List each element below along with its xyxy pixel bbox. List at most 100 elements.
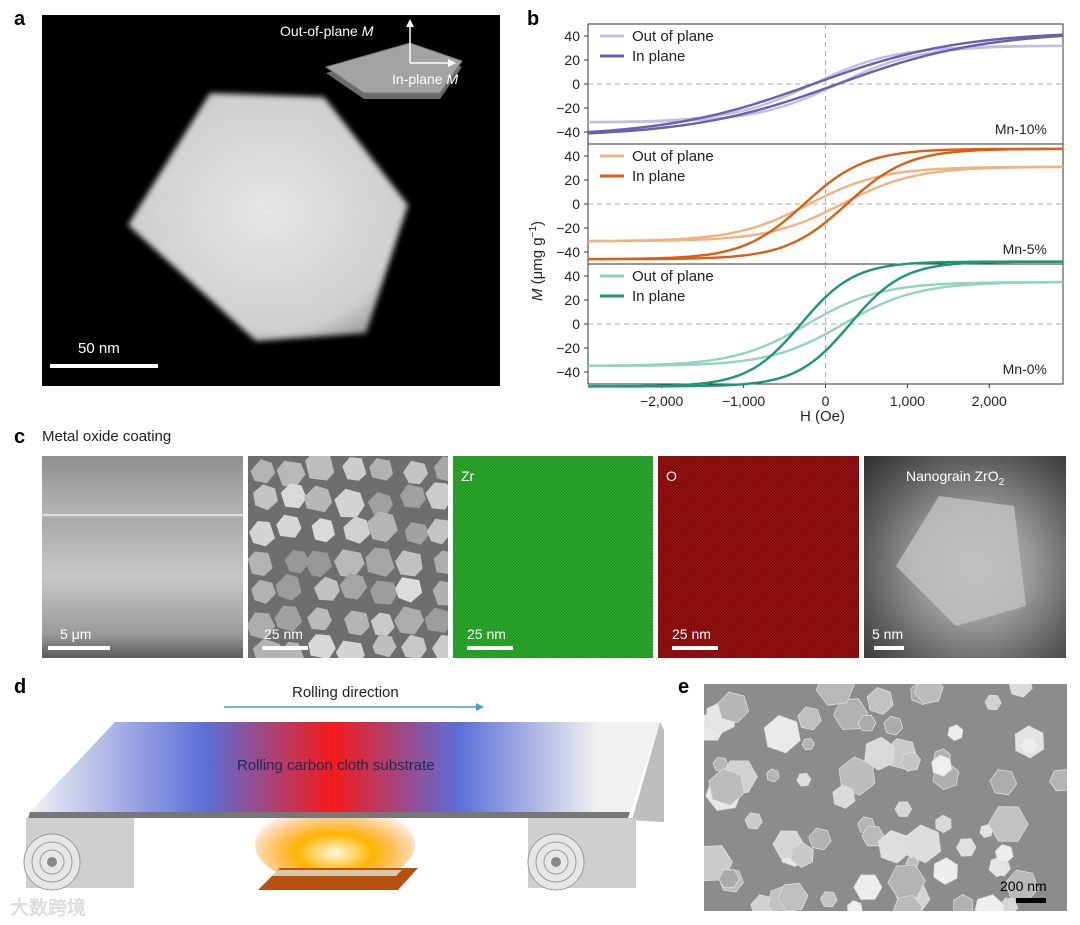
hexagon-platelet xyxy=(744,812,763,830)
grain xyxy=(425,482,448,510)
hexagon-platelet xyxy=(883,715,904,736)
y-tick-label: −20 xyxy=(556,100,580,116)
sem-grain-image: 25 nm xyxy=(248,456,448,658)
hexagon-platelet xyxy=(988,806,1029,842)
scale-bar xyxy=(467,646,513,650)
y-tick-label: 20 xyxy=(564,52,580,68)
y-tick-label: −20 xyxy=(556,220,580,236)
scale-bar xyxy=(1016,898,1046,903)
grain xyxy=(424,607,448,633)
grain xyxy=(395,577,423,603)
hexagon-platelet xyxy=(717,691,749,724)
watermark: 大数跨境 xyxy=(10,898,87,919)
hexagon-platelet xyxy=(994,844,1014,864)
y-tick-label: 0 xyxy=(572,316,580,332)
grain xyxy=(342,457,367,481)
hexagon-platelet xyxy=(877,829,911,864)
grain xyxy=(344,610,370,636)
hexagon-platelet xyxy=(947,724,964,741)
grain xyxy=(365,547,395,577)
scale-label: 25 nm xyxy=(672,626,711,642)
hexagon-platelet xyxy=(933,857,958,885)
grain xyxy=(339,573,368,600)
grain xyxy=(394,606,425,635)
hexagon-platelet xyxy=(808,827,832,851)
sem-hexagon-platelets-image: 200 nm xyxy=(704,684,1067,911)
grain xyxy=(399,484,426,508)
hexagon-platelet xyxy=(866,687,894,715)
grain xyxy=(250,459,276,484)
hexagon-platelet xyxy=(935,814,952,834)
y-axis-label: M (μmg g−1) xyxy=(528,220,546,302)
legend-label: Out of plane xyxy=(632,268,714,285)
grain xyxy=(403,460,429,485)
zr-label: Zr xyxy=(461,468,475,484)
hexagon-platelet xyxy=(1008,684,1033,698)
right-roller xyxy=(527,818,636,891)
grain xyxy=(253,484,278,511)
grain xyxy=(251,579,276,604)
subplot-1: −40 −20 0 20 40 Out of plane In plane Mn-5% xyxy=(556,143,1064,265)
o-map-image: O 25 nm xyxy=(658,456,859,658)
x-axis-label: H (Oe) xyxy=(800,408,845,425)
grain xyxy=(311,518,335,543)
panel-e-letter: e xyxy=(678,676,690,698)
hexagon-platelet xyxy=(900,751,922,772)
hexagon-platelet xyxy=(955,838,977,857)
legend-label: In plane xyxy=(632,48,685,65)
hexagon-platelet xyxy=(853,874,883,900)
y-tick-label: −40 xyxy=(556,124,580,140)
legend-label: In plane xyxy=(632,168,685,185)
grain xyxy=(401,634,427,658)
rolling-direction-label: Rolling direction xyxy=(292,684,399,701)
hexagon-particle xyxy=(128,93,408,341)
scale-bar xyxy=(262,646,308,650)
scale-bar xyxy=(48,646,110,650)
scale-bar xyxy=(50,364,158,368)
panel-b-letter: b xyxy=(527,8,540,30)
y-tick-label: −40 xyxy=(556,244,580,260)
legend-label: In plane xyxy=(632,288,685,305)
hexagon-platelet xyxy=(1019,736,1039,755)
grain xyxy=(248,551,273,577)
hexagon-platelet xyxy=(790,842,814,868)
substrate-label: Rolling carbon cloth substrate xyxy=(237,757,435,774)
hexagon-platelet xyxy=(989,769,1018,796)
hexagon-platelet xyxy=(708,768,745,806)
grain xyxy=(304,485,333,513)
y-tick-label: 40 xyxy=(564,28,580,44)
hexagon-platelet xyxy=(832,784,856,809)
plate-top xyxy=(324,42,463,94)
hexagon-platelet xyxy=(857,714,877,732)
hexagon-platelet xyxy=(797,706,822,731)
x-tick-label: −2,000 xyxy=(640,393,683,409)
grain xyxy=(370,612,395,637)
hexagon-platelet xyxy=(892,894,923,911)
grain xyxy=(248,612,276,640)
rolling-setup-schematic xyxy=(23,703,664,891)
grain xyxy=(284,550,310,574)
panel-d-letter: d xyxy=(14,676,27,698)
x-tick-label: 1,000 xyxy=(890,393,925,409)
nanograin-shape xyxy=(896,496,1026,626)
grain xyxy=(433,550,448,575)
legend-label: Out of plane xyxy=(632,148,714,165)
tem-nanograin-image: Nanograin ZrO2 5 nm xyxy=(864,456,1066,658)
grain xyxy=(280,483,307,509)
hexagon-platelets xyxy=(704,684,1067,911)
zr-map-image: Zr 25 nm xyxy=(453,456,653,658)
grain xyxy=(334,549,365,578)
grain xyxy=(249,521,275,547)
hexagon-platelet xyxy=(904,824,942,864)
left-roller xyxy=(23,818,134,891)
y-tick-label: 40 xyxy=(564,148,580,164)
y-tick-label: 20 xyxy=(564,292,580,308)
hexagon-platelet xyxy=(796,772,812,787)
x-tick-label: 0 xyxy=(822,393,830,409)
sem-fiber-image: 5 μm xyxy=(42,456,243,658)
grain xyxy=(367,491,393,516)
scale-label: 200 nm xyxy=(1000,878,1047,894)
grain xyxy=(369,458,393,481)
grain xyxy=(432,634,448,658)
